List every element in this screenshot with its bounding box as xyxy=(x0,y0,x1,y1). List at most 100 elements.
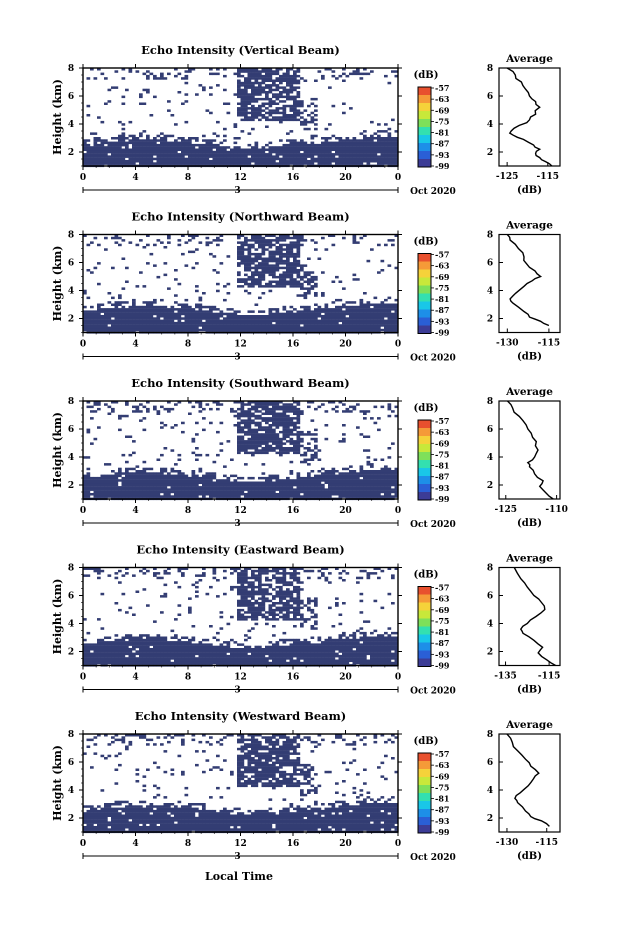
echo-cell xyxy=(115,310,119,313)
echo-cell xyxy=(237,493,241,496)
echo-cell xyxy=(108,313,112,316)
echo-cell xyxy=(276,283,280,286)
echo-cell xyxy=(391,144,395,147)
echo-cell xyxy=(209,73,213,76)
echo-cell xyxy=(209,253,213,256)
echo-cell xyxy=(241,419,245,422)
echo-cell xyxy=(244,158,248,161)
echo-cell xyxy=(220,320,224,323)
echo-cell xyxy=(87,313,91,316)
echo-cell xyxy=(279,438,283,441)
echo-cell xyxy=(265,317,269,320)
echo-cell xyxy=(122,491,126,494)
echo-cell xyxy=(388,128,392,131)
echo-cell xyxy=(325,304,329,307)
echo-cell xyxy=(300,454,304,457)
echo-cell xyxy=(195,495,199,498)
echo-cell xyxy=(101,475,105,478)
echo-cell xyxy=(321,162,325,165)
echo-cell xyxy=(223,482,227,485)
echo-cell xyxy=(342,103,346,106)
date-label: 3 xyxy=(234,519,240,529)
echo-cell xyxy=(118,162,122,165)
echo-cell xyxy=(388,162,392,165)
echo-cell xyxy=(244,109,248,112)
echo-cell xyxy=(356,484,360,487)
echo-cell xyxy=(381,322,385,325)
echo-cell xyxy=(94,237,98,240)
echo-cell xyxy=(349,472,353,475)
echo-cell xyxy=(293,258,297,261)
echo-cell xyxy=(297,433,301,436)
echo-cell xyxy=(108,155,112,158)
echo-cell xyxy=(132,482,136,485)
echo-cell xyxy=(307,479,311,482)
echo-cell xyxy=(129,324,133,327)
echo-cell xyxy=(353,149,357,152)
echo-cell xyxy=(136,313,140,316)
echo-cell xyxy=(216,160,220,163)
echo-cell xyxy=(181,77,185,80)
echo-cell xyxy=(384,329,388,332)
echo-cell xyxy=(311,158,315,161)
echo-cell xyxy=(111,408,115,411)
echo-cell xyxy=(244,424,248,427)
echo-cell xyxy=(167,308,171,311)
echo-cell xyxy=(255,440,259,443)
echo-cell xyxy=(304,495,308,498)
echo-cell xyxy=(272,116,276,119)
echo-cell xyxy=(174,488,178,491)
echo-cell xyxy=(122,479,126,482)
echo-cell xyxy=(255,415,259,418)
echo-cell xyxy=(136,488,140,491)
echo-cell xyxy=(230,408,234,411)
echo-cell xyxy=(202,475,206,478)
echo-cell xyxy=(199,454,203,457)
echo-cell xyxy=(178,472,182,475)
echo-cell xyxy=(290,310,294,313)
echo-cell xyxy=(367,488,371,491)
echo-cell xyxy=(237,477,241,480)
echo-cell xyxy=(94,142,98,145)
echo-cell xyxy=(300,287,304,290)
echo-cell xyxy=(248,77,252,80)
echo-cell xyxy=(265,244,269,247)
echo-cell xyxy=(349,486,353,489)
echo-cell xyxy=(328,313,332,316)
echo-cell xyxy=(237,84,241,87)
echo-cell xyxy=(150,253,154,256)
echo-cell xyxy=(244,274,248,277)
echo-cell xyxy=(377,155,381,158)
echo-cell xyxy=(223,465,227,468)
echo-cell xyxy=(185,144,189,147)
echo-cell xyxy=(132,137,136,140)
echo-cell xyxy=(104,403,108,406)
echo-cell xyxy=(384,495,388,498)
echo-cell xyxy=(325,320,329,323)
echo-cell xyxy=(139,151,143,154)
echo-cell xyxy=(255,264,259,267)
echo-cell xyxy=(136,153,140,156)
echo-cell xyxy=(265,80,269,83)
echo-cell xyxy=(136,477,140,480)
echo-cell xyxy=(181,304,185,307)
echo-cell xyxy=(202,322,206,325)
echo-cell xyxy=(150,146,154,149)
echo-cell xyxy=(234,315,238,318)
echo-cell xyxy=(132,315,136,318)
echo-cell xyxy=(251,283,255,286)
echo-cell xyxy=(237,151,241,154)
echo-cell xyxy=(174,160,178,163)
echo-cell xyxy=(370,149,374,152)
echo-cell xyxy=(360,304,364,307)
echo-cell xyxy=(314,283,318,286)
echo-cell xyxy=(262,246,266,249)
echo-cell xyxy=(227,160,231,163)
echo-cell xyxy=(279,160,283,163)
echo-cell xyxy=(255,144,259,147)
echo-cell xyxy=(370,329,374,332)
echo-cell xyxy=(143,158,147,161)
echo-cell xyxy=(90,479,94,482)
echo-cell xyxy=(255,82,259,85)
echo-cell xyxy=(258,271,262,274)
